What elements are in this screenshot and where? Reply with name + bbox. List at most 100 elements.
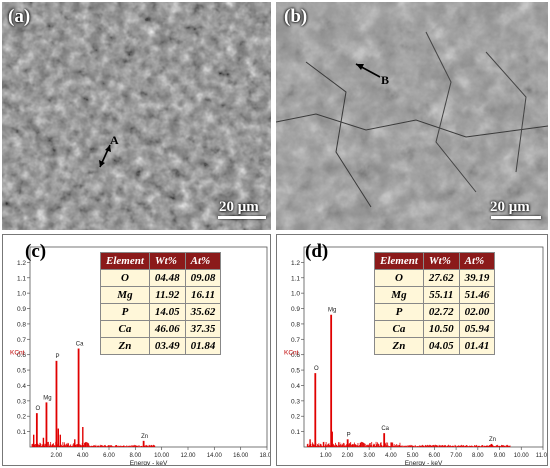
scale-label-b: 20 μm xyxy=(490,199,530,215)
table-cell: 02.72 xyxy=(422,303,460,321)
peak-label-p: P xyxy=(55,354,59,360)
table-cell: Zn xyxy=(100,337,150,355)
peak-label-ca: Ca xyxy=(381,426,389,432)
eds-panel-d: 0.1 0.2 0.3 0.4 0.5 0.6 0.7 0.8 0.9 1.0 1.1 1.2 1.00… xyxy=(276,234,548,466)
x-tick-label: 3.00 xyxy=(363,453,375,459)
x-tick-label: 6.00 xyxy=(429,453,441,459)
x-tick-label: 4.00 xyxy=(385,453,397,459)
table-cell: 14.05 xyxy=(148,303,186,321)
x-tick-label: 8.00 xyxy=(129,453,141,459)
y-tick-label: 1.0 xyxy=(291,291,300,298)
table-header-cell: Element xyxy=(374,252,424,270)
x-tick-label: 14.00 xyxy=(207,453,223,459)
table-cell: 02.00 xyxy=(458,303,496,321)
table-cell: P xyxy=(374,303,424,321)
table-cell: Mg xyxy=(374,286,424,304)
table-cell: 39.19 xyxy=(458,269,496,287)
table-cell: 01.84 xyxy=(184,337,222,355)
y-tick-label: 1.2 xyxy=(17,260,26,267)
y-tick-label: 1.0 xyxy=(17,291,26,298)
sem-image-a: (a) A 20 μm xyxy=(2,2,271,230)
table-header-cell: At% xyxy=(184,252,222,270)
table-row: Mg 55.11 51.46 xyxy=(374,286,496,304)
table-header-row: Element Wt% At% xyxy=(100,252,222,270)
y-tick-label: 1.1 xyxy=(291,275,300,282)
table-cell: 46.06 xyxy=(148,320,186,338)
y-tick-label: 0.4 xyxy=(17,383,26,390)
table-cell: 03.49 xyxy=(148,337,186,355)
peak-label-zn: Zn xyxy=(489,437,496,443)
scale-bar-a xyxy=(218,216,266,219)
sem-image-b: (b) B 20 μm xyxy=(276,2,548,230)
x-tick-label: 4.00 xyxy=(77,453,89,459)
peak-label-zn: Zn xyxy=(141,434,148,440)
y-tick-label: 0.9 xyxy=(17,306,26,313)
table-cell: 04.05 xyxy=(422,337,460,355)
y-tick-label: 0.6 xyxy=(17,352,26,359)
table-cell: 01.41 xyxy=(458,337,496,355)
table-cell: 27.62 xyxy=(422,269,460,287)
table-header-cell: Wt% xyxy=(148,252,186,270)
x-tick-label: 9.00 xyxy=(494,453,506,459)
peak-label-p: P xyxy=(347,432,351,438)
peak-label-mg: Mg xyxy=(43,395,51,401)
composition-table-c: Element Wt% At% O 04.48 09.08 Mg 11.92 16.11 P 14.… xyxy=(100,252,222,355)
scale-label-a: 20 μm xyxy=(219,199,259,215)
y-tick-label: 0.1 xyxy=(17,429,26,436)
y-tick-label: 0.8 xyxy=(291,321,300,328)
x-axis-label: Energy - keV xyxy=(130,460,168,466)
scale-bar-b xyxy=(491,216,541,219)
y-tick-label: 0.3 xyxy=(291,398,300,405)
table-header-cell: At% xyxy=(458,252,496,270)
x-tick-label: 2.00 xyxy=(50,453,62,459)
table-row: O 04.48 09.08 xyxy=(100,269,222,287)
panel-label-b: (b) xyxy=(284,6,308,27)
peak-label-o: O xyxy=(314,366,319,372)
table-cell: 05.94 xyxy=(458,320,496,338)
table-cell: 51.46 xyxy=(458,286,496,304)
table-row: Zn 03.49 01.84 xyxy=(100,337,222,355)
table-row: P 14.05 35.62 xyxy=(100,303,222,321)
table-cell: 04.48 xyxy=(148,269,186,287)
y-tick-label: 0.2 xyxy=(17,414,26,421)
y-tick-label: 0.6 xyxy=(291,352,300,359)
y-tick-label: 1.2 xyxy=(291,260,300,267)
table-cell: 35.62 xyxy=(184,303,222,321)
eds-spectrum-d: 0.1 0.2 0.3 0.4 0.5 0.6 0.7 0.8 0.9 1.0 1.1 1.2 1.00… xyxy=(284,246,548,465)
table-cell: 11.92 xyxy=(148,286,186,304)
composition-table-d: Element Wt% At% O 27.62 39.19 Mg 55.11 51.46 P 02.… xyxy=(374,252,496,355)
table-cell: O xyxy=(374,269,424,287)
x-tick-label: 8.00 xyxy=(472,453,484,459)
y-tick-label: 0.2 xyxy=(291,414,300,421)
x-tick-label: 11.00 xyxy=(536,453,548,459)
x-tick-label: 10.00 xyxy=(154,453,170,459)
y-tick-label: 0.9 xyxy=(291,306,300,313)
x-tick-label: 7.00 xyxy=(450,453,462,459)
panel-label-d: (d) xyxy=(305,241,329,262)
x-tick-label: 18.00 xyxy=(259,453,271,459)
y-tick-label: 0.1 xyxy=(291,429,300,436)
eds-panel-c: 0.1 0.2 0.3 0.4 0.5 0.6 0.7 0.8 0.9 1.0 1.1 1.2 2.00… xyxy=(2,234,271,466)
table-row: P 02.72 02.00 xyxy=(374,303,496,321)
peak-label-ca: Ca xyxy=(76,342,84,348)
y-tick-label: 0.5 xyxy=(17,368,26,375)
table-cell: Ca xyxy=(374,320,424,338)
x-tick-label: 6.00 xyxy=(103,453,115,459)
x-tick-label: 10.00 xyxy=(514,453,530,459)
table-cell: Ca xyxy=(100,320,150,338)
table-cell: 09.08 xyxy=(184,269,222,287)
arrow-b xyxy=(355,63,381,78)
table-cell: Mg xyxy=(100,286,150,304)
y-tick-label: 0.4 xyxy=(291,383,300,390)
x-tick-label: 2.00 xyxy=(342,453,354,459)
table-row: Mg 11.92 16.11 xyxy=(100,286,222,304)
table-row: O 27.62 39.19 xyxy=(374,269,496,287)
y-tick-label: 0.3 xyxy=(17,398,26,405)
y-tick-label: 1.1 xyxy=(17,275,26,282)
table-row: Ca 10.50 05.94 xyxy=(374,320,496,338)
peak-label-o: O xyxy=(36,406,41,412)
table-row: Zn 04.05 01.41 xyxy=(374,337,496,355)
table-cell: 16.11 xyxy=(184,286,222,304)
x-tick-label: 1.00 xyxy=(320,453,332,459)
x-tick-label: 16.00 xyxy=(233,453,249,459)
